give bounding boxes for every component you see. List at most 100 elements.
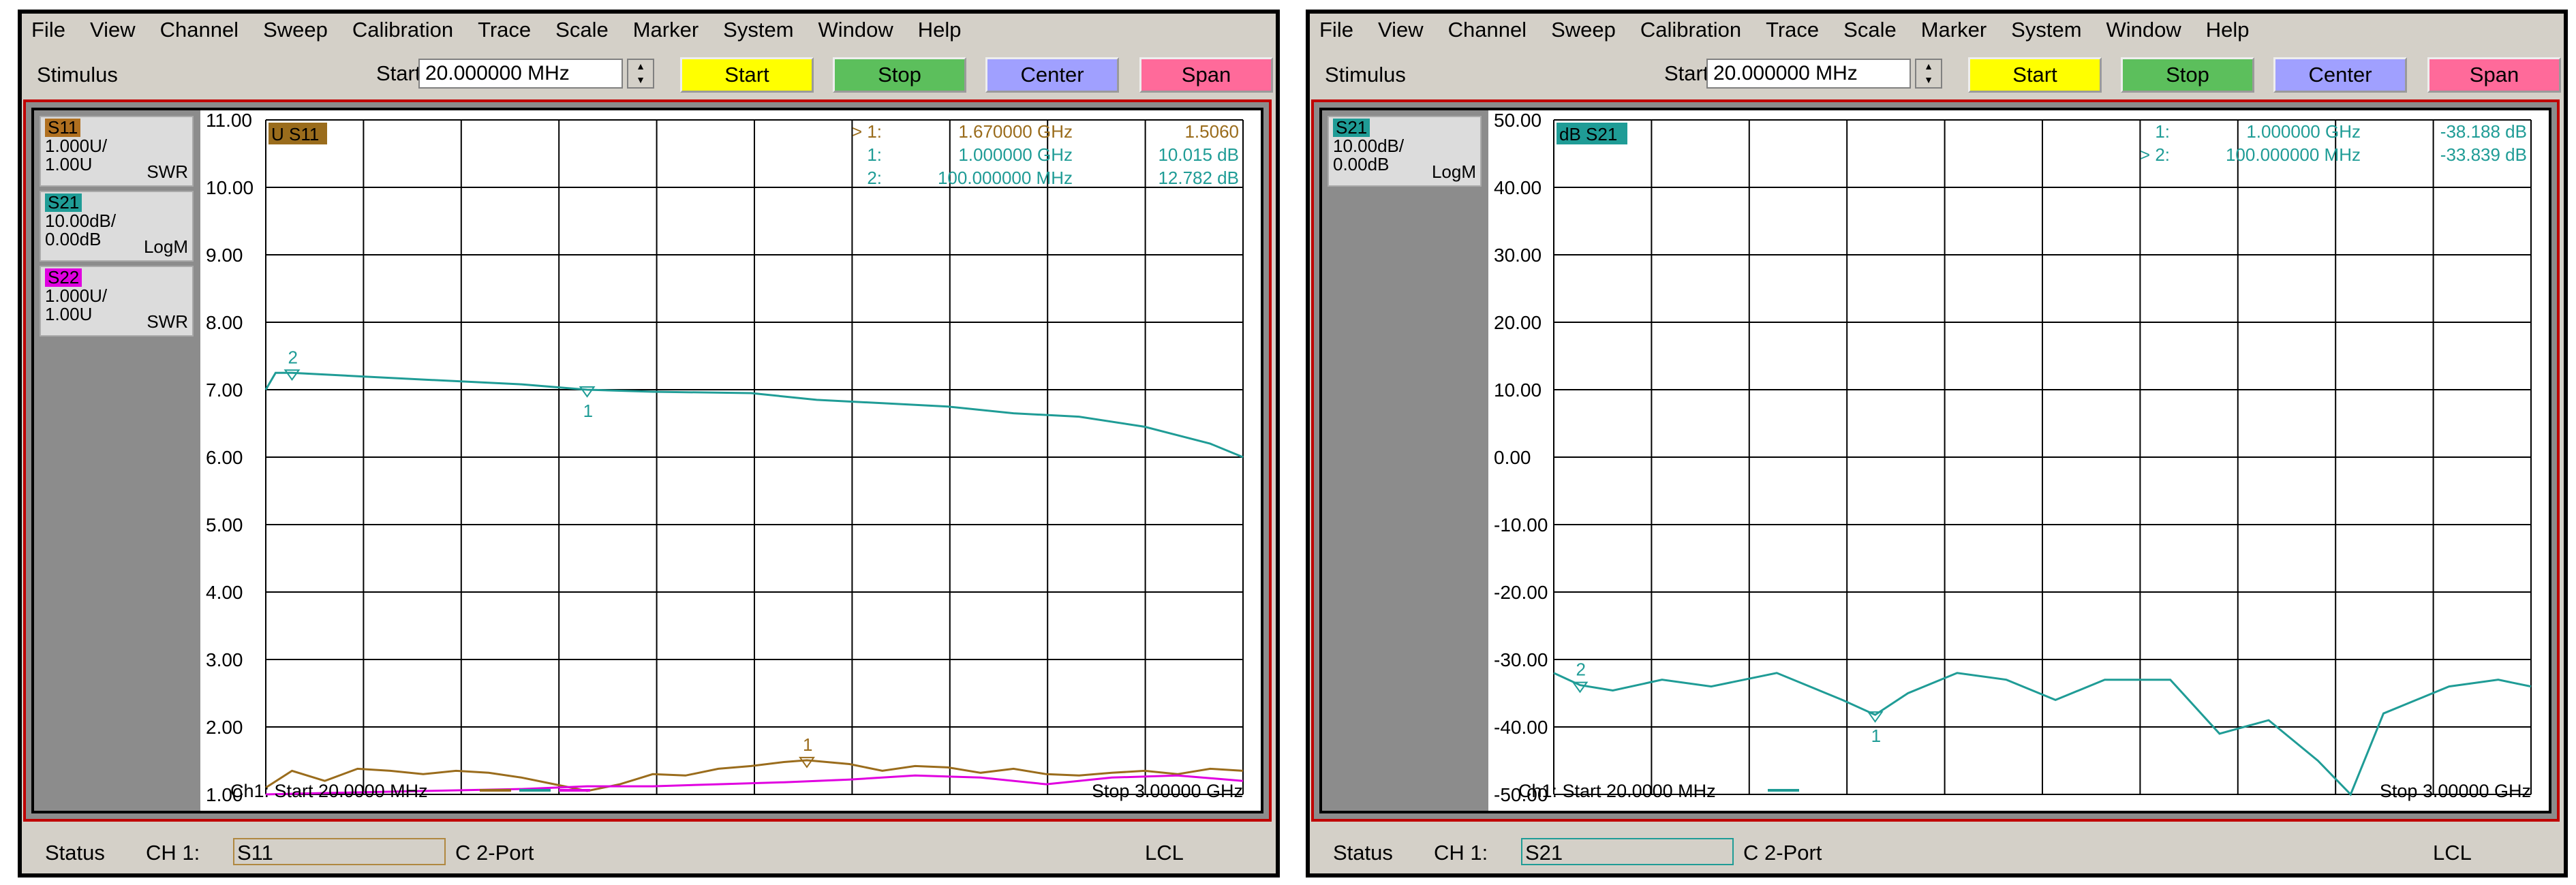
- graph-panel[interactable]: 50.00 40.00 30.00 20.00 10.00 0.00 -10.00 -20.0…: [1488, 110, 2549, 811]
- marker-readout-freq: 100.000000 MHz: [2226, 144, 2361, 165]
- start-spinner[interactable]: ▲ ▼: [627, 59, 654, 89]
- spinner-down-icon[interactable]: ▼: [636, 74, 645, 85]
- menu-view[interactable]: View: [1377, 18, 1424, 42]
- plot-area: S11 1.000U/1.00U SWR S21 10.00dB/0.00dB LogM S…: [31, 108, 1263, 813]
- trace-reference: 1.00U: [45, 154, 93, 174]
- y-tick-label: -50.00: [1494, 784, 1548, 805]
- menu-file[interactable]: File: [1319, 18, 1353, 42]
- y-tick-label: 2.00: [206, 717, 243, 738]
- series-line-s22: [265, 774, 1244, 796]
- status-channel: CH 1:: [146, 841, 200, 865]
- trace-name: S11: [45, 119, 81, 137]
- center-button[interactable]: Center: [2273, 57, 2407, 93]
- y-tick-label: 30.00: [1494, 245, 1542, 266]
- start-field-label: Start: [1664, 61, 1709, 85]
- series-line-s21: [1553, 672, 2532, 796]
- menu-scale[interactable]: Scale: [1843, 18, 1897, 42]
- y-tick-label: 9.00: [206, 245, 243, 266]
- spinner-up-icon[interactable]: ▲: [636, 61, 645, 72]
- trace-scale: 10.00dB/: [1333, 136, 1405, 156]
- active-trace-tag-bg: [1557, 123, 1627, 144]
- menu-system[interactable]: System: [723, 18, 794, 42]
- stimulus-bar: Stimulus Start ▲ ▼ Start Stop Center Span: [22, 49, 1276, 99]
- menu-help[interactable]: Help: [917, 18, 962, 42]
- y-tick-label: -40.00: [1494, 717, 1548, 738]
- trace-format: LogM: [1431, 161, 1476, 182]
- stimulus-label: Stimulus: [37, 63, 118, 87]
- menu-channel[interactable]: Channel: [159, 18, 239, 42]
- trace-format: LogM: [143, 236, 188, 257]
- menu-marker[interactable]: Marker: [1920, 18, 1987, 42]
- sweep-start-label: Ch1: Start 20.0000 MHz: [1518, 781, 1716, 801]
- marker-triangle[interactable]: [1867, 711, 1884, 723]
- stop-button[interactable]: Stop: [2121, 57, 2254, 93]
- marker-number: 1: [1871, 726, 1881, 746]
- menu-calibration[interactable]: Calibration: [1640, 18, 1742, 42]
- marker-readout-freq: 1.000000 GHz: [2246, 121, 2361, 142]
- center-button[interactable]: Center: [985, 57, 1119, 93]
- marker-number: 2: [288, 347, 297, 367]
- trace-item-s11[interactable]: S11 1.000U/1.00U SWR: [40, 116, 194, 187]
- marker-triangle[interactable]: [1571, 681, 1589, 694]
- trace-scale: 1.000U/: [45, 136, 108, 156]
- trace-scale: 1.000U/: [45, 285, 108, 306]
- menu-help[interactable]: Help: [2205, 18, 2250, 42]
- marker-triangle[interactable]: [579, 386, 596, 398]
- sweep-chart[interactable]: 50.00 40.00 30.00 20.00 10.00 0.00 -10.00 -20.0…: [1488, 110, 2551, 805]
- menu-system[interactable]: System: [2011, 18, 2082, 42]
- marker-triangle[interactable]: [283, 369, 301, 381]
- start-spinner[interactable]: ▲ ▼: [1915, 59, 1942, 89]
- menu-trace[interactable]: Trace: [478, 18, 532, 42]
- menu-marker[interactable]: Marker: [632, 18, 699, 42]
- graph-panel[interactable]: 11.00 10.00 9.00 8.00 7.00 6.00 5.00 4.00 3.00 2.…: [200, 110, 1261, 811]
- marker-triangle[interactable]: [799, 756, 815, 768]
- marker-readout-freq: 100.000000 MHz: [938, 168, 1073, 188]
- marker-readout-sel: 1:: [2155, 121, 2170, 142]
- marker-number: 2: [1576, 659, 1585, 680]
- trace-item-s21[interactable]: S21 10.00dB/0.00dB LogM: [1328, 116, 1482, 187]
- span-button[interactable]: Span: [1139, 57, 1273, 93]
- menu-sweep[interactable]: Sweep: [1551, 18, 1616, 42]
- menu-channel[interactable]: Channel: [1447, 18, 1527, 42]
- sweep-chart[interactable]: 11.0010.009.008.007.006.005.004.003.002.…: [200, 110, 1263, 805]
- analyzer-window-left: File View Channel Sweep Calibration Trace Scal…: [18, 10, 1280, 878]
- marker-readout-val: 12.782 dB: [1158, 168, 1239, 188]
- status-lcl: LCL: [1145, 841, 1184, 865]
- stop-button[interactable]: Stop: [833, 57, 966, 93]
- spinner-up-icon[interactable]: ▲: [1924, 61, 1933, 72]
- status-trace-field: S11: [233, 838, 446, 865]
- start-button[interactable]: Start: [680, 57, 814, 93]
- menu-window[interactable]: Window: [818, 18, 893, 42]
- y-tick-label: 0.00: [1494, 447, 1531, 468]
- marker-readout-val: -33.839 dB: [2440, 144, 2527, 165]
- y-tick-label: 7.00: [206, 379, 243, 401]
- marker-number: 1: [583, 401, 593, 421]
- spinner-down-icon[interactable]: ▼: [1924, 74, 1933, 85]
- status-port-mode: C 2-Port: [455, 841, 534, 865]
- menu-view[interactable]: View: [89, 18, 136, 42]
- active-trace-tag: dB S21: [1559, 124, 1617, 144]
- trace-item-s22[interactable]: S22 1.000U/1.00U SWR: [40, 266, 194, 337]
- start-button[interactable]: Start: [1968, 57, 2102, 93]
- menu-trace[interactable]: Trace: [1766, 18, 1820, 42]
- menu-scale[interactable]: Scale: [555, 18, 609, 42]
- grid: [265, 119, 1244, 795]
- trace-item-s21[interactable]: S21 10.00dB/0.00dB LogM: [40, 191, 194, 262]
- stimulus-label: Stimulus: [1325, 63, 1406, 87]
- menu-window[interactable]: Window: [2106, 18, 2181, 42]
- y-tick-label: -20.00: [1494, 582, 1548, 603]
- start-frequency-input[interactable]: [1706, 59, 1911, 89]
- menu-sweep[interactable]: Sweep: [263, 18, 328, 42]
- marker-readout-sel: > 1:: [852, 121, 882, 142]
- active-trace-tag-bg: [269, 123, 327, 144]
- menu-calibration[interactable]: Calibration: [352, 18, 454, 42]
- marker-readout-val: 10.015 dB: [1158, 144, 1239, 165]
- y-tick-label: 10.00: [1494, 379, 1542, 401]
- menu-file[interactable]: File: [31, 18, 65, 42]
- start-frequency-input[interactable]: [418, 59, 623, 89]
- status-bar: Status CH 1: S21 C 2-Port LCL: [1310, 820, 2564, 873]
- sweep-stop-label: Stop 3.00000 GHz: [1092, 781, 1243, 801]
- marker-readout-freq: 1.000000 GHz: [958, 144, 1073, 165]
- sweep-start-label: Ch1: Start 20.0000 MHz: [230, 781, 428, 801]
- span-button[interactable]: Span: [2427, 57, 2561, 93]
